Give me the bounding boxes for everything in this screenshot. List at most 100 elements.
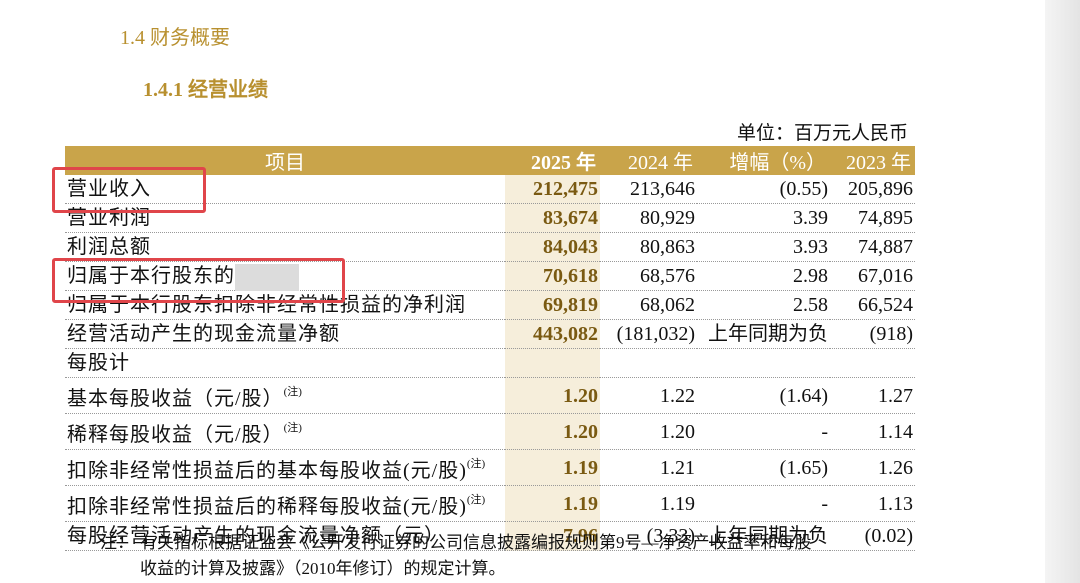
item-label: 归属于本行股东扣除非经常性损益的净利润	[67, 294, 466, 316]
header-cell: 2025 年	[505, 146, 600, 175]
value-cell: 69,819	[505, 290, 600, 320]
header-row: 项目 2025 年 2024 年增幅（%） 2023 年	[65, 146, 915, 175]
value-cell: -	[697, 485, 830, 522]
value-cell: 213,646	[600, 175, 697, 204]
unit: 单位：百万元人民币	[736, 123, 908, 144]
value-cell: 1.19	[505, 449, 600, 486]
value-cell: 1.21	[600, 449, 697, 486]
item-label: 扣除非经常性损益后的稀释每股收益(元/股)	[67, 496, 467, 518]
scroll-strip	[1045, 0, 1080, 583]
header-cell: 2023 年	[830, 146, 915, 175]
item-cell: 基本每股收益（元/股）(注)	[65, 377, 505, 414]
value-cell: 1.20	[505, 377, 600, 414]
value-cell: 1.14	[830, 413, 915, 450]
note-mark: (注)	[283, 386, 302, 398]
item-cell: 每股计	[65, 348, 505, 378]
value-cell: 70,618	[505, 261, 600, 291]
value-cell: 443,082	[505, 319, 600, 349]
value-cell: 66,524	[830, 290, 915, 320]
value-cell: 2.98	[697, 261, 830, 291]
value-cell: -	[697, 413, 830, 450]
note-mark: (注)	[466, 494, 486, 506]
value-cell: (1.64)	[697, 377, 830, 414]
note-mark: (注)	[466, 458, 486, 470]
item-label: 经营活动产生的现金流量净额	[67, 323, 340, 345]
value-cell: 1.22	[600, 377, 697, 414]
value-cell: 上年同期为负	[697, 521, 830, 551]
note-mark: (注)	[283, 422, 302, 434]
value-cell: 1.26	[830, 449, 915, 486]
value-cell: 84,043	[505, 232, 600, 262]
note-line: 收益的计算及披露》（2010年修订）的规定计算。	[140, 559, 506, 578]
value-cell: (0.02)	[830, 521, 915, 551]
value-cell: 80,863	[600, 232, 697, 262]
table-row: 扣除非经常性损益后的基本每股收益(元/股)(注) 1.19 1.21 (1.65) 1.…	[65, 449, 915, 486]
header-cell: 增幅（%）	[697, 146, 830, 175]
item-label: 利润总额	[67, 236, 151, 258]
empty-cell	[505, 348, 600, 378]
table-row: 扣除非经常性损益后的稀释每股收益(元/股)(注) 1.19 1.19-1.13	[65, 485, 915, 522]
value-cell: 67,016	[830, 261, 915, 291]
item-cell: 利润总额	[65, 232, 505, 262]
table-row: 归属于本行股东扣除非经常性损益的净利润 69,819 68,062 2.58 66,52…	[65, 290, 915, 320]
value-cell: (3.33)	[600, 521, 697, 551]
item-label: 营业收入	[67, 178, 151, 200]
value-cell: (918)	[830, 319, 915, 349]
value-cell: 1.19	[600, 485, 697, 522]
value-cell: 1.20	[505, 413, 600, 450]
value-cell: 1.27	[830, 377, 915, 414]
value-cell: 上年同期为负	[697, 319, 830, 349]
item-cell: 归属于本行股东扣除非经常性损益的净利润	[65, 290, 505, 320]
value-cell: (1.65)	[697, 449, 830, 486]
value-cell: (181,032)	[600, 319, 697, 349]
table-row: 营业利润 83,674 80,929 3.39 74,895	[65, 203, 915, 233]
header-cell: 2024 年	[600, 146, 697, 175]
value-cell: 68,576	[600, 261, 697, 291]
value-cell: 80,929	[600, 203, 697, 233]
section-title: 1.4 财务概要	[120, 27, 230, 49]
empty-cell	[600, 348, 697, 378]
table-row: 每股计	[65, 348, 915, 378]
table-row: 营业收入 212,475 213,646 (0.55) 205,896	[65, 175, 915, 204]
value-cell: 2.58	[697, 290, 830, 320]
text-highlight	[235, 264, 299, 291]
value-cell: 83,674	[505, 203, 600, 233]
table-row: 稀释每股收益（元/股）(注) 1.20 1.20-1.14	[65, 413, 915, 450]
item-label: 扣除非经常性损益后的基本每股收益(元/股)	[67, 460, 467, 482]
item-cell: 扣除非经常性损益后的稀释每股收益(元/股)(注)	[65, 485, 505, 522]
item-cell: 扣除非经常性损益后的基本每股收益(元/股)(注)	[65, 449, 505, 486]
value-cell: 74,887	[830, 232, 915, 262]
item-label: 每股计	[67, 352, 130, 374]
annotation-box	[52, 167, 206, 213]
value-cell: (0.55)	[697, 175, 830, 204]
value-cell: 68,062	[600, 290, 697, 320]
note-label: 注：	[100, 533, 134, 552]
value-cell: 212,475	[505, 175, 600, 204]
value-cell: 205,896	[830, 175, 915, 204]
annotation-box	[52, 258, 345, 303]
table-row: 经营活动产生的现金流量净额 443,082 (181,032) 上年同期为负 (918)	[65, 319, 915, 349]
header-cell: 项目	[65, 146, 505, 175]
item-cell: 稀释每股收益（元/股）(注)	[65, 413, 505, 450]
table-row: 基本每股收益（元/股）(注) 1.20 1.22 (1.64) 1.27	[65, 377, 915, 414]
note-line: 有关指标根据证监会《公开发行证券的公司信息披露编报规则第9号—净资产收益率和每股	[140, 533, 812, 552]
item-cell: 经营活动产生的现金流量净额	[65, 319, 505, 349]
table-row: 利润总额 84,043 80,863 3.93 74,887	[65, 232, 915, 262]
item-cell: 每股经营活动产生的现金流量净额（元）	[65, 521, 505, 551]
empty-cell	[697, 348, 830, 378]
value-cell: 74,895	[830, 203, 915, 233]
value-cell: 1.13	[830, 485, 915, 522]
table-row: 每股经营活动产生的现金流量净额（元） 7.96 (3.33) 上年同期为负 (0.02)	[65, 521, 915, 551]
value-cell: 3.39	[697, 203, 830, 233]
empty-cell	[830, 348, 915, 378]
table-body: 营业收入 212,475 213,646 (0.55) 205,896 营业利润 83,67…	[65, 175, 915, 551]
value-cell: 1.20	[600, 413, 697, 450]
item-label: 基本每股收益（元/股）	[67, 388, 284, 410]
value-cell: 1.19	[505, 485, 600, 522]
value-cell: 3.93	[697, 232, 830, 262]
value-cell: 7.96	[505, 521, 600, 551]
item-cell: 营业收入	[65, 175, 505, 204]
item-label: 稀释每股收益（元/股）	[67, 424, 284, 446]
section-subtitle: 1.4.1 经营业绩	[143, 79, 268, 101]
